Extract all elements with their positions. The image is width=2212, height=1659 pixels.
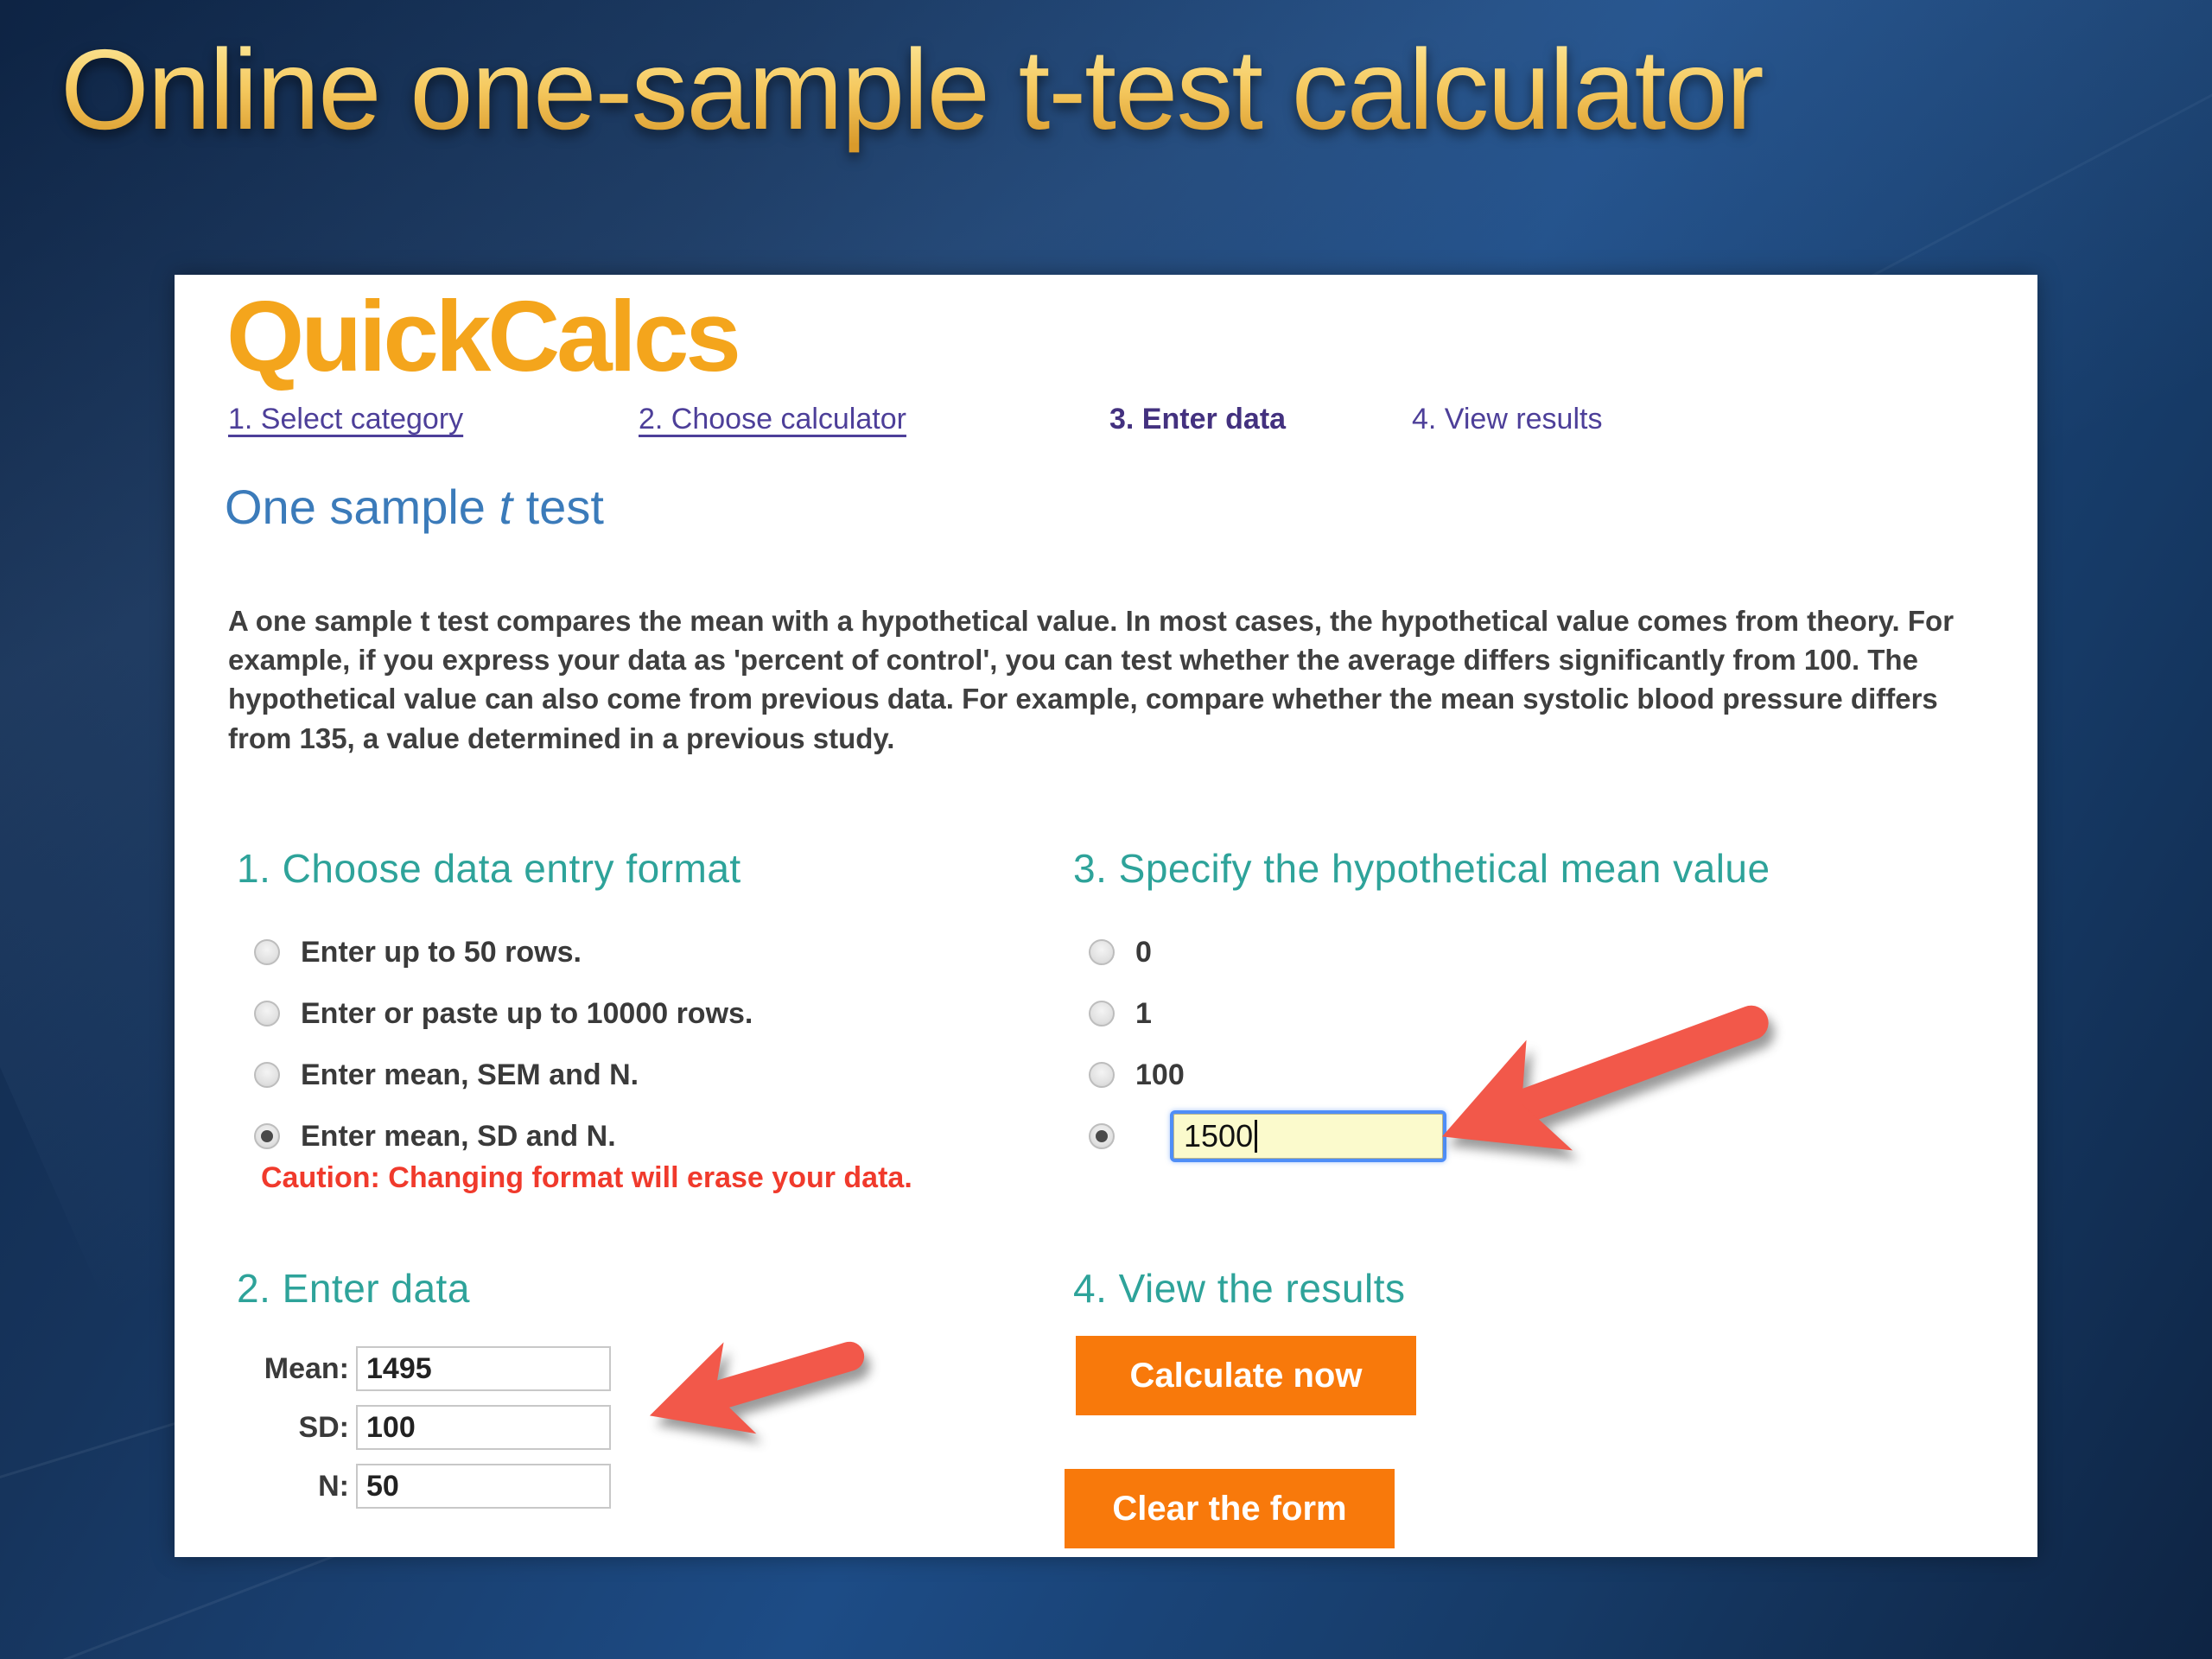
mean-field-label: Mean: [264,1351,349,1385]
n-field-row: N: [228,1464,611,1509]
format-option-mean-sem-n[interactable]: Enter mean, SEM and N. [254,1056,639,1094]
format-option-mean-sd-n[interactable]: Enter mean, SD and N. [254,1117,616,1155]
hypothetical-option-1[interactable]: 1 [1089,995,1152,1033]
section-title-enter-data: 2. Enter data [237,1266,470,1311]
sd-input[interactable] [356,1405,611,1450]
section-title-hypothetical-mean: 3. Specify the hypothetical mean value [1073,846,1770,891]
n-input[interactable] [356,1464,611,1509]
n-field-label: N: [318,1469,349,1503]
calculate-now-button[interactable]: Calculate now [1076,1336,1416,1415]
section-title-view-results: 4. View the results [1073,1266,1406,1311]
quickcalcs-logo: QuickCalcs [226,280,741,392]
nav-select-category-link[interactable]: 1. Select category [228,403,464,435]
mean-input[interactable] [356,1346,611,1391]
nav-choose-calculator-link[interactable]: 2. Choose calculator [639,403,906,435]
page-title: One sample t test [225,480,604,534]
radio-button-icon[interactable] [1089,939,1115,965]
hypothetical-option-100[interactable]: 100 [1089,1056,1185,1094]
format-option-10000-rows[interactable]: Enter or paste up to 10000 rows. [254,995,753,1033]
radio-button-selected-icon[interactable] [254,1123,280,1149]
radio-button-selected-icon[interactable] [1089,1123,1115,1149]
slide-title: Online one-sample t-test calculator [60,26,1764,153]
text-cursor [1255,1120,1258,1153]
clear-form-button[interactable]: Clear the form [1065,1469,1395,1548]
format-option-50-rows[interactable]: Enter up to 50 rows. [254,933,582,971]
hypothetical-option-0[interactable]: 0 [1089,933,1152,971]
radio-button-icon[interactable] [254,1062,280,1088]
section-title-format: 1. Choose data entry format [237,846,741,891]
sd-field-label: SD: [298,1410,349,1444]
caution-message: Caution: Changing format will erase your… [261,1161,912,1194]
test-description: A one sample t test compares the mean wi… [228,605,1955,754]
radio-button-icon[interactable] [1089,1001,1115,1027]
mean-field-row: Mean: [228,1346,611,1391]
hypothetical-option-custom[interactable]: 1500 [1089,1106,1446,1166]
radio-button-icon[interactable] [1089,1062,1115,1088]
quickcalcs-panel: QuickCalcs 1. Select category 2. Choose … [175,275,2037,1557]
nav-enter-data-step: 3. Enter data [1109,403,1287,435]
radio-button-icon[interactable] [254,939,280,965]
sd-field-row: SD: [228,1405,611,1450]
hypothetical-mean-input[interactable]: 1500 [1170,1110,1446,1162]
nav-view-results-step: 4. View results [1412,403,1603,435]
radio-button-icon[interactable] [254,1001,280,1027]
